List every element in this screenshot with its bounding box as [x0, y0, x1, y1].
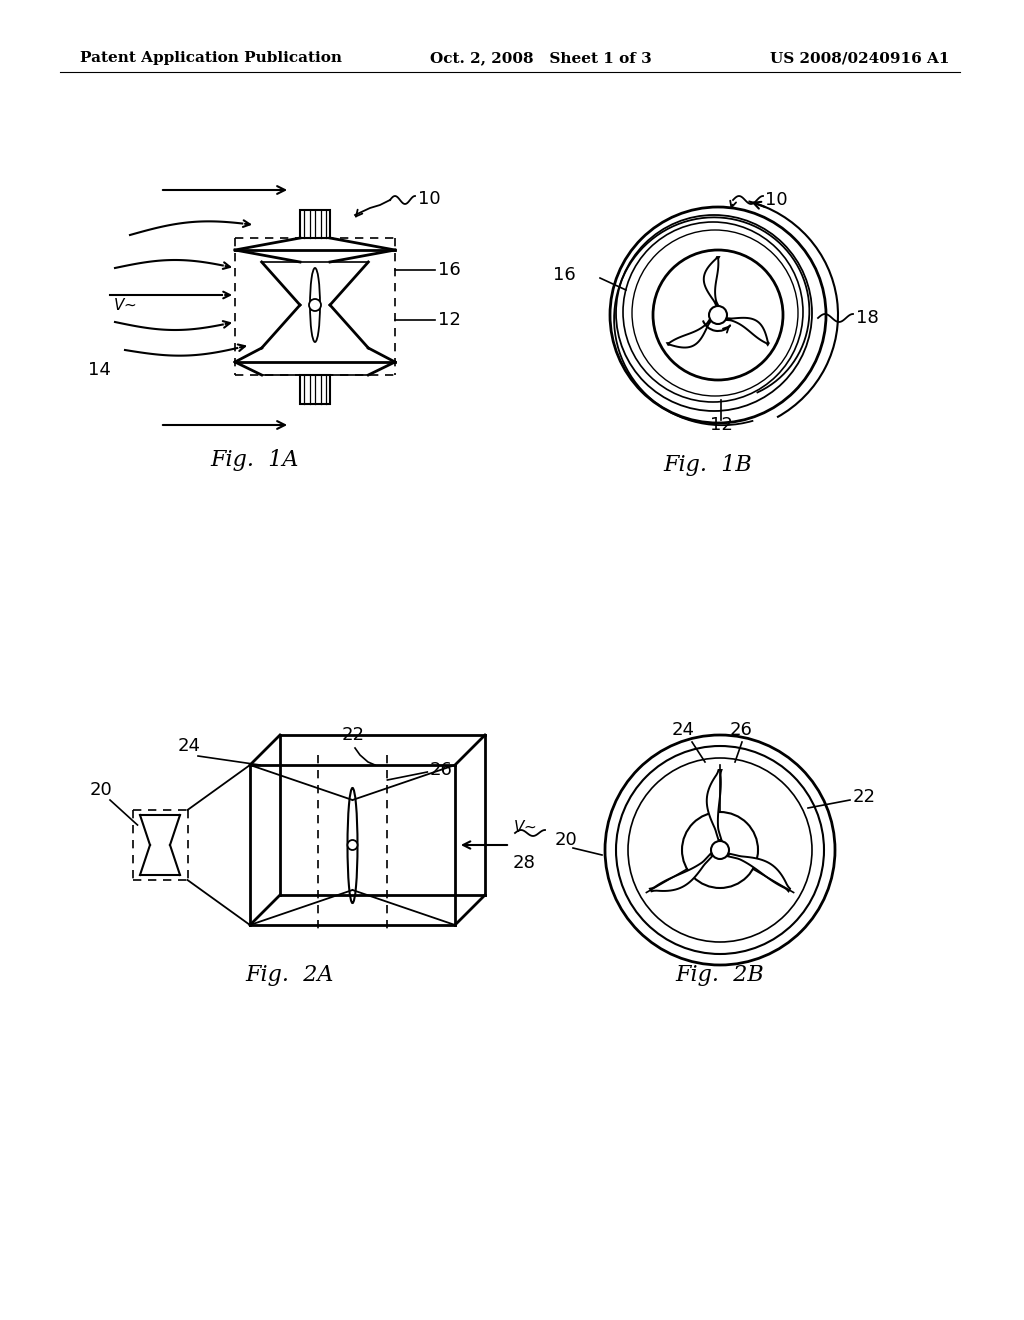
Text: 22: 22: [853, 788, 876, 807]
Text: $V$~: $V$~: [513, 818, 537, 836]
Text: 26: 26: [429, 762, 453, 779]
Polygon shape: [703, 257, 719, 308]
Polygon shape: [707, 770, 722, 840]
Circle shape: [711, 841, 729, 859]
Text: Oct. 2, 2008   Sheet 1 of 3: Oct. 2, 2008 Sheet 1 of 3: [430, 51, 651, 65]
Text: 26: 26: [730, 721, 753, 739]
Text: $V$~: $V$~: [113, 297, 136, 313]
Text: 12: 12: [710, 416, 733, 434]
Text: Fig.  2B: Fig. 2B: [676, 964, 764, 986]
Text: Patent Application Publication: Patent Application Publication: [80, 51, 342, 65]
Text: Fig.  1B: Fig. 1B: [664, 454, 753, 477]
Polygon shape: [728, 854, 791, 891]
Text: 12: 12: [438, 312, 461, 329]
Text: US 2008/0240916 A1: US 2008/0240916 A1: [770, 51, 950, 65]
Text: 10: 10: [765, 191, 787, 209]
Text: 24: 24: [672, 721, 695, 739]
Text: 16: 16: [438, 261, 461, 279]
Bar: [300, 375, 330, 404]
Text: 20: 20: [90, 781, 113, 799]
Text: 24: 24: [178, 737, 201, 755]
Circle shape: [709, 306, 727, 323]
Text: 16: 16: [553, 267, 575, 284]
Text: Fig.  1A: Fig. 1A: [211, 449, 299, 471]
Ellipse shape: [347, 788, 357, 903]
Polygon shape: [668, 318, 712, 347]
Circle shape: [309, 300, 321, 312]
Text: 20: 20: [555, 832, 578, 849]
Text: 28: 28: [513, 854, 536, 873]
Bar: [300, 210, 330, 238]
Text: 22: 22: [342, 726, 365, 744]
Text: Fig.  2A: Fig. 2A: [246, 964, 334, 986]
Text: 14: 14: [88, 360, 111, 379]
Text: 10: 10: [418, 190, 440, 209]
Circle shape: [347, 840, 357, 850]
Polygon shape: [650, 854, 712, 891]
Ellipse shape: [310, 268, 319, 342]
Text: 18: 18: [856, 309, 879, 327]
Polygon shape: [724, 318, 769, 345]
